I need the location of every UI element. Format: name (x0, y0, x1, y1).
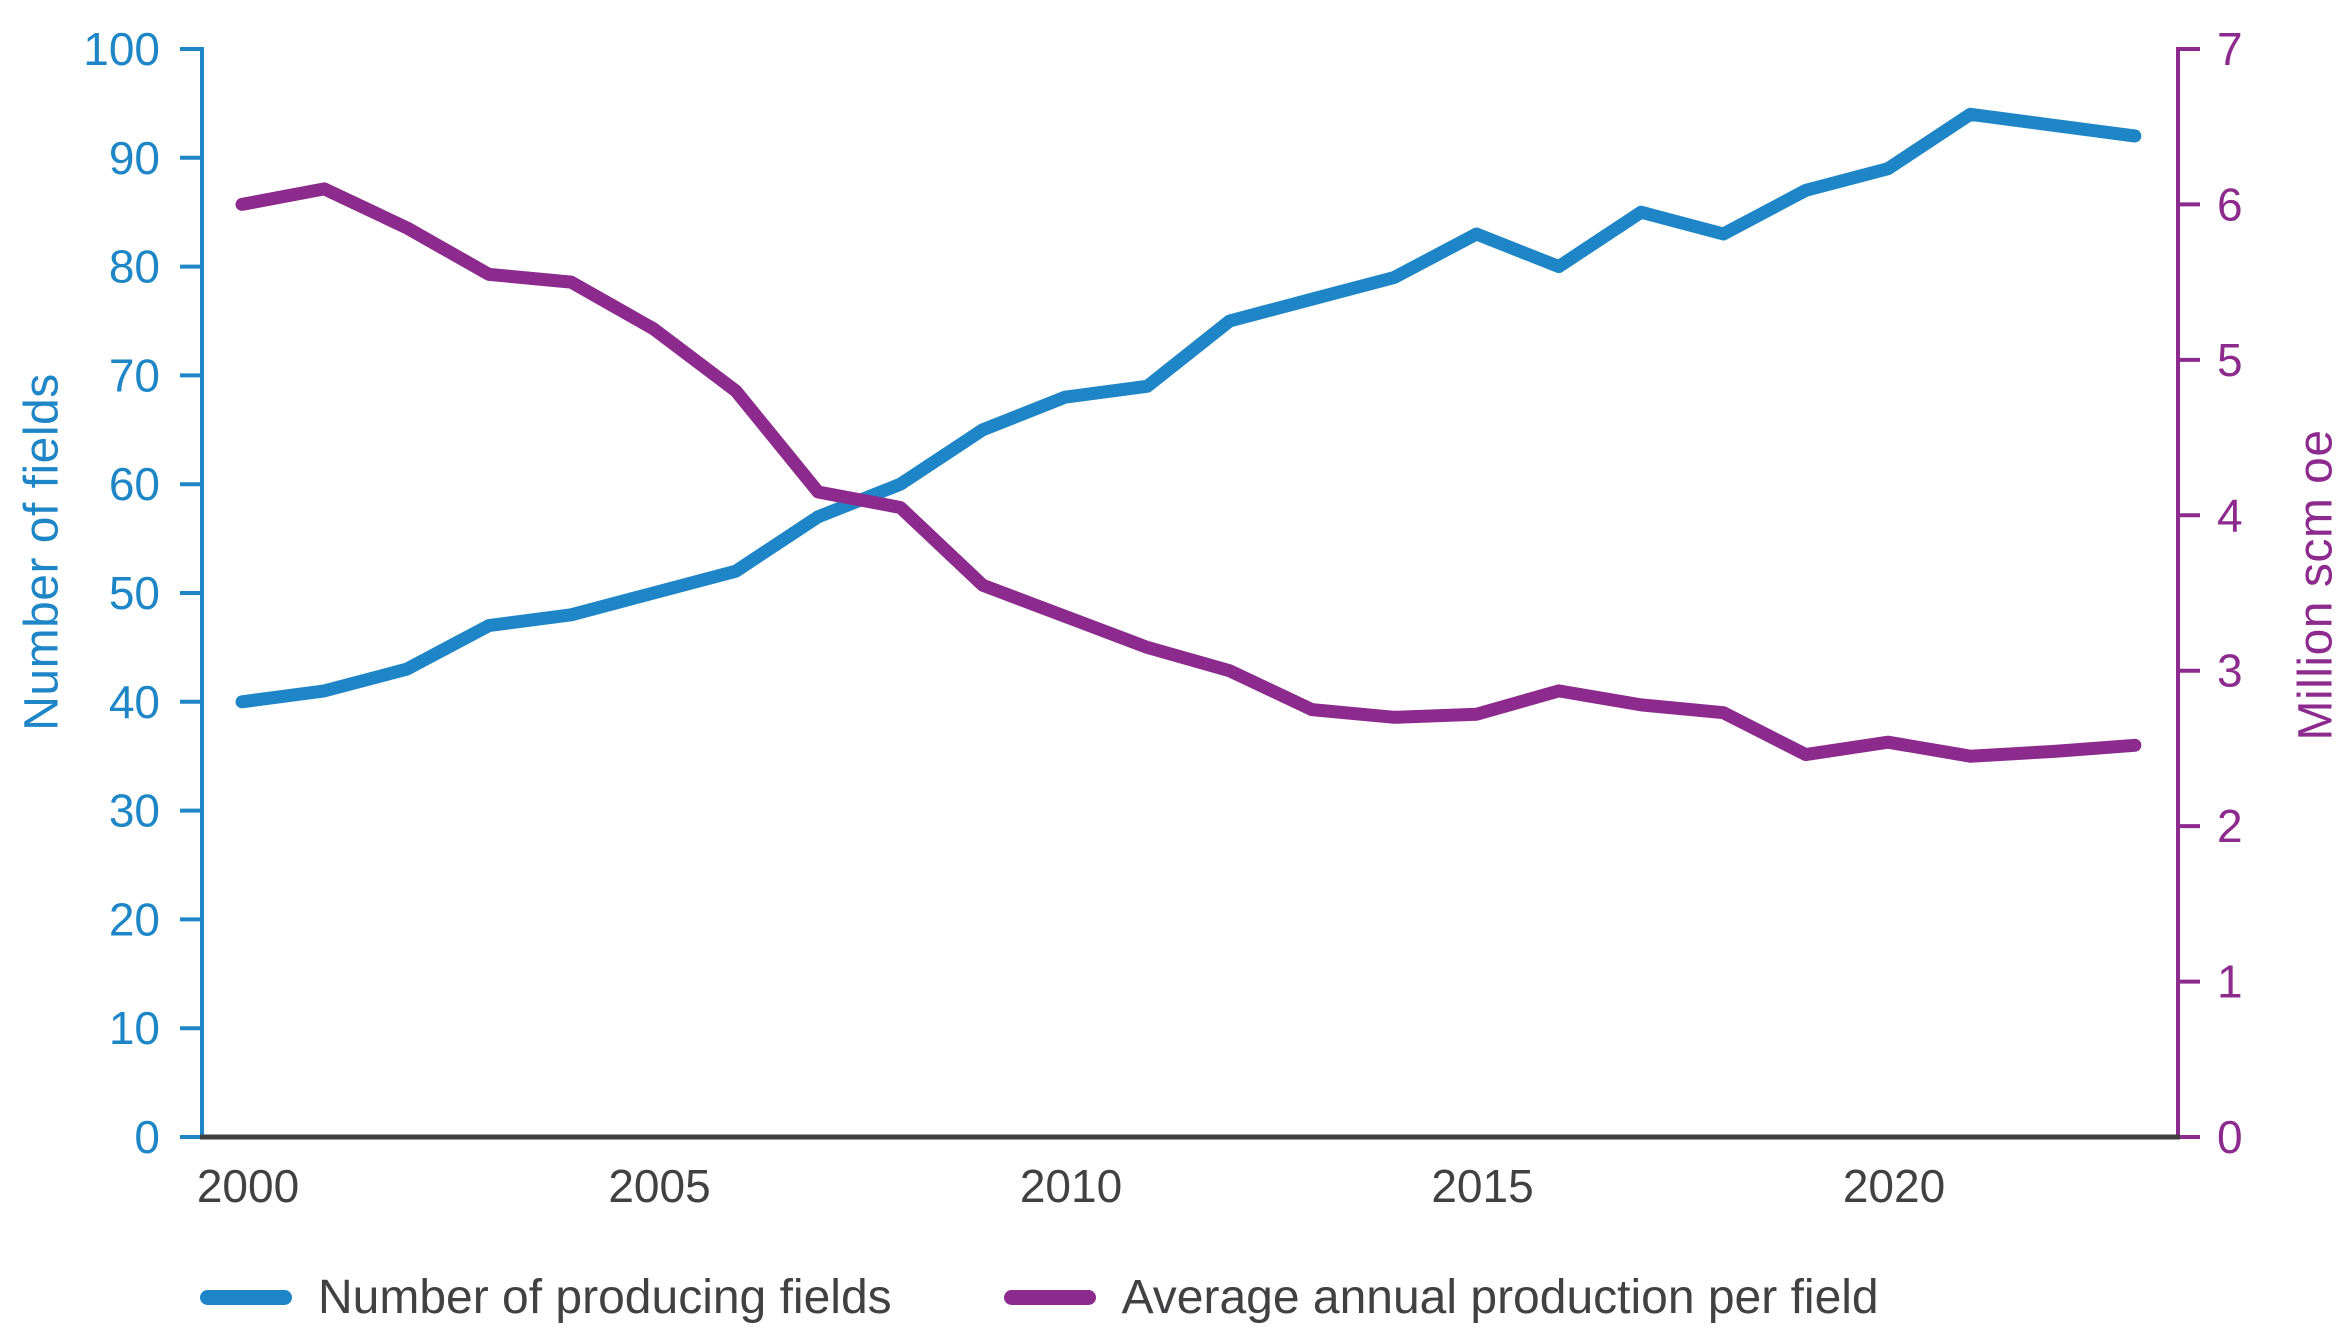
right-y-tick-label: 5 (2217, 334, 2243, 386)
legend-item-producing-fields[interactable]: Number of producing fields (200, 1270, 892, 1325)
left-y-tick-label: 70 (109, 349, 160, 401)
left-y-tick-label: 40 (109, 676, 160, 728)
x-tick-label: 2010 (1020, 1160, 1122, 1212)
left-y-tick-label: 90 (109, 132, 160, 184)
x-tick-label: 2015 (1431, 1160, 1533, 1212)
left-y-tick-label: 50 (109, 567, 160, 619)
right-y-tick-label: 0 (2217, 1111, 2243, 1163)
left-y-tick-label: 10 (109, 1002, 160, 1054)
legend-swatch-producing-fields (200, 1290, 292, 1305)
legend-item-average-production[interactable]: Average annual production per field (1003, 1270, 1879, 1325)
legend-label-producing-fields: Number of producing fields (318, 1271, 892, 1324)
x-tick-label: 2005 (608, 1160, 710, 1212)
right-y-tick-label: 4 (2217, 489, 2243, 541)
legend-label-average-production: Average annual production per field (1121, 1271, 1879, 1324)
right-y-tick-label: 6 (2217, 178, 2243, 230)
x-tick-label: 2000 (197, 1160, 299, 1212)
series-line-number-of-producing-fields (235, 107, 2142, 709)
left-axis-title: Number of fields (15, 373, 69, 731)
right-y-tick-label: 1 (2217, 956, 2243, 1008)
left-y-tick-label: 20 (109, 893, 160, 945)
legend-swatch-average-production (1003, 1290, 1096, 1305)
left-y-tick-label: 80 (109, 241, 160, 293)
legend: Number of producing fields Average annua… (200, 1270, 1879, 1325)
x-tick-label: 2020 (1843, 1160, 1945, 1212)
left-y-tick-label: 60 (109, 458, 160, 510)
right-y-tick-label: 7 (2217, 23, 2243, 75)
left-y-tick-label: 0 (134, 1111, 160, 1163)
right-y-tick-label: 3 (2217, 645, 2243, 697)
right-y-tick-label: 2 (2217, 800, 2243, 852)
left-y-tick-label: 100 (83, 23, 160, 75)
right-axis-title: Million scm oe (2289, 429, 2343, 741)
series-line-average-annual-production-per-field (235, 182, 2142, 763)
left-y-tick-label: 30 (109, 785, 160, 837)
